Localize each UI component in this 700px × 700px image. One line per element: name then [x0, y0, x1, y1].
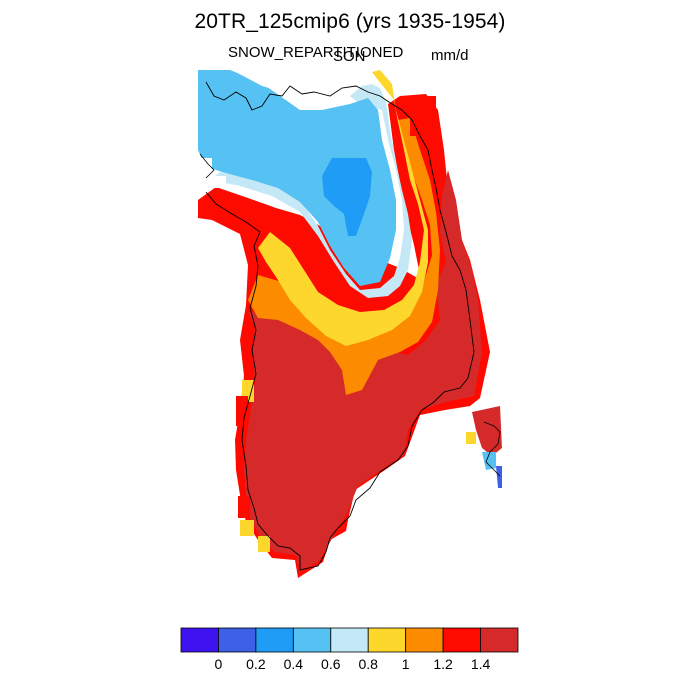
colorbar-swatch: [405, 627, 444, 653]
variable-label: SNOW_REPARTITIONED: [228, 44, 404, 61]
colorbar-ticks: 0 0.2 0.4 0.6 0.8 1 1.2 1.4: [215, 656, 491, 672]
colorbar-tick-label: 1.2: [433, 656, 453, 672]
coast-block: [240, 520, 254, 536]
northwest-white-gap: [198, 158, 226, 188]
north-white-gap: [232, 70, 346, 106]
season-label: SON: [333, 48, 366, 65]
colorbar-swatch: [367, 627, 407, 653]
coast-block: [236, 396, 248, 426]
medium-blue-region: [198, 70, 396, 286]
colorbar-swatch: [180, 627, 219, 653]
east-island: [472, 406, 502, 456]
colorbar-tick-label: 0.8: [358, 656, 378, 672]
colorbar-swatch: [292, 627, 332, 653]
coastline-east-island: [483, 421, 501, 477]
colorbar-swatch: [255, 627, 294, 653]
colorbar-swatch: [442, 627, 481, 653]
east-island-yellow: [466, 432, 476, 444]
colorbar-tick-label: 0: [215, 656, 223, 672]
colorbar-swatch: [218, 627, 257, 653]
plot-title: 20TR_125cmip6 (yrs 1935-1954): [194, 10, 506, 33]
east-island-deep: [496, 466, 502, 488]
colorbar-swatch: [480, 627, 519, 653]
units-label: mm/d: [431, 47, 469, 64]
colorbar-tick-label: 0.4: [284, 656, 304, 672]
deep-blue-core: [322, 158, 372, 236]
colorbar-tick-label: 0.2: [246, 656, 266, 672]
coast-block: [410, 96, 436, 136]
coast-block: [238, 496, 250, 518]
colorbar-tick-label: 0.6: [321, 656, 341, 672]
coastline-inner: [199, 153, 215, 179]
colorbar-tick-label: 1.4: [471, 656, 491, 672]
east-island-blue: [482, 452, 496, 470]
coastline: [205, 81, 475, 571]
colorbar-swatch: [330, 627, 369, 653]
colorbar-tick-label: 1: [402, 656, 410, 672]
coast-block: [258, 536, 270, 552]
yellow-band: [258, 70, 428, 346]
colorbar-swatches: [180, 627, 519, 653]
